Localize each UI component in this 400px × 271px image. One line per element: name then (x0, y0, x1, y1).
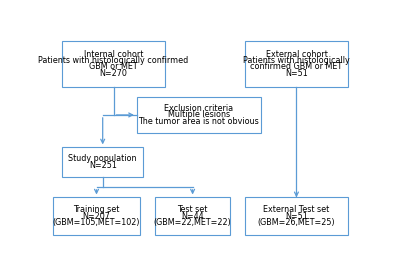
Text: (GBM=105,MET=102): (GBM=105,MET=102) (53, 218, 140, 227)
Text: N=51: N=51 (285, 212, 308, 221)
Text: N=51: N=51 (285, 69, 308, 78)
Text: The tumor area is not obvious: The tumor area is not obvious (138, 117, 259, 126)
Text: Internal cohort: Internal cohort (84, 50, 143, 59)
Text: (GBM=26,MET=25): (GBM=26,MET=25) (258, 218, 335, 227)
Text: Test set: Test set (178, 205, 208, 214)
Text: Patients with histologically: Patients with histologically (243, 56, 350, 65)
Text: N=44: N=44 (181, 212, 204, 221)
FancyBboxPatch shape (62, 41, 165, 87)
FancyBboxPatch shape (53, 197, 140, 235)
Text: Training set: Training set (73, 205, 120, 214)
Text: confirmed GBM or MET: confirmed GBM or MET (250, 62, 342, 72)
Text: Exclusion criteria: Exclusion criteria (164, 104, 233, 113)
Text: GBM or MET: GBM or MET (89, 62, 138, 72)
FancyBboxPatch shape (245, 197, 348, 235)
Text: N=251: N=251 (89, 160, 117, 170)
Text: External cohort: External cohort (266, 50, 327, 59)
Text: Patients with histologically confirmed: Patients with histologically confirmed (38, 56, 189, 65)
FancyBboxPatch shape (62, 147, 143, 176)
Text: (GBM=22,MET=22): (GBM=22,MET=22) (154, 218, 232, 227)
Text: N=270: N=270 (100, 69, 128, 78)
Text: Study population: Study population (68, 154, 137, 163)
FancyBboxPatch shape (245, 41, 348, 87)
Text: External Test set: External Test set (263, 205, 330, 214)
FancyBboxPatch shape (137, 97, 261, 133)
Text: Multiple lesions: Multiple lesions (168, 111, 230, 120)
FancyBboxPatch shape (155, 197, 230, 235)
Text: N=207: N=207 (82, 212, 110, 221)
